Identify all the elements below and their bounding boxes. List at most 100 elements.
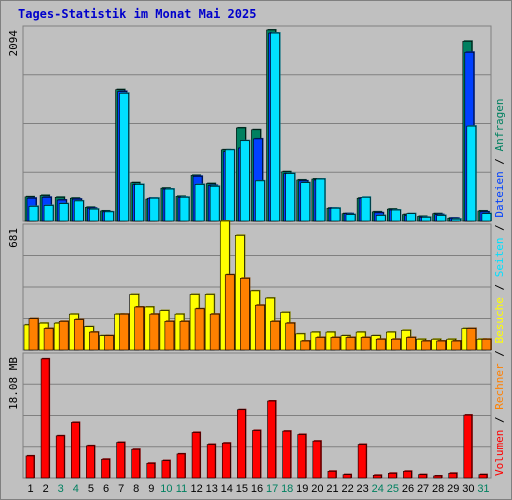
bar-volumen-day-28 [433, 475, 442, 479]
bar-seiten-day-30 [466, 125, 477, 222]
bar-seiten-day-3 [58, 203, 69, 222]
bar-volumen-day-2 [40, 358, 50, 479]
panel-besuche-rechner: 681 [7, 220, 492, 351]
bar-volumen-day-22 [342, 474, 352, 479]
bar-volumen-day-5 [86, 445, 95, 479]
day-label-2: 2 [43, 483, 49, 495]
bar-seiten-day-5 [89, 208, 99, 222]
bar-rechner-day-23 [360, 337, 371, 351]
bar-volumen-day-12 [191, 432, 201, 479]
bar-seiten-day-4 [73, 200, 84, 222]
bar-seiten-day-25 [391, 209, 401, 222]
day-label-15: 15 [236, 483, 248, 495]
bar-volumen-day-3 [55, 435, 65, 479]
bar-rechner-day-16 [255, 304, 265, 351]
bar-rechner-day-24 [375, 338, 386, 351]
bar-rechner-day-18 [285, 322, 295, 351]
day-label-5: 5 [88, 483, 94, 495]
bar-volumen-day-9 [146, 462, 156, 479]
bar-rechner-day-19 [300, 340, 311, 351]
bar-rechner-day-4 [73, 319, 84, 351]
day-label-19: 19 [296, 483, 308, 495]
max-label-besuche-rechner: 681 [7, 228, 20, 248]
right-legend: Volumen / Rechner / Besuche / Seiten / D… [493, 98, 506, 476]
bar-seiten-day-22 [345, 214, 356, 222]
bar-volumen-day-30 [463, 414, 473, 479]
bar-seiten-day-9 [149, 197, 160, 222]
bar-rechner-day-2 [43, 328, 54, 351]
day-label-26: 26 [402, 483, 414, 495]
bar-seiten-day-15 [240, 140, 250, 222]
legend-separator: / [493, 410, 506, 430]
bar-volumen-day-19 [297, 434, 307, 479]
bar-rechner-day-1 [28, 318, 39, 351]
max-label-volumen: 18.08 MB [7, 357, 20, 410]
bar-volumen-day-31 [478, 474, 488, 479]
day-label-6: 6 [103, 483, 109, 495]
day-label-28: 28 [432, 483, 444, 495]
day-label-25: 25 [387, 483, 399, 495]
legend-separator: / [493, 277, 506, 297]
day-label-23: 23 [357, 483, 369, 495]
day-label-11: 11 [176, 483, 187, 495]
bar-volumen-day-23 [357, 444, 367, 479]
day-label-9: 9 [148, 483, 154, 495]
bar-seiten-day-18 [285, 173, 295, 222]
bar-volumen-day-1 [25, 455, 35, 479]
bar-volumen-day-21 [327, 471, 337, 479]
legend-separator: / [493, 218, 506, 238]
day-label-3: 3 [58, 483, 64, 495]
panel-volumen: 18.08 MB [7, 352, 492, 479]
legend-besuche: Besuche [493, 297, 506, 343]
bar-rechner-day-22 [345, 337, 356, 351]
day-label-30: 30 [462, 483, 474, 495]
legend-volumen: Volumen [493, 430, 506, 476]
bar-volumen-day-20 [312, 440, 322, 479]
bar-volumen-day-8 [131, 448, 140, 479]
day-label-8: 8 [133, 483, 139, 495]
bar-rechner-day-15 [240, 278, 250, 351]
bar-rechner-day-26 [406, 337, 416, 351]
bar-rechner-day-25 [391, 338, 401, 351]
bar-seiten-day-26 [406, 213, 416, 222]
day-label-27: 27 [417, 483, 429, 495]
bar-rechner-day-8 [134, 306, 144, 351]
bar-rechner-day-30 [466, 328, 477, 351]
bar-rechner-day-3 [58, 321, 69, 351]
day-label-16: 16 [251, 483, 263, 495]
day-label-18: 18 [281, 483, 293, 495]
bar-volumen-day-4 [70, 422, 80, 479]
bar-seiten-day-17 [270, 32, 280, 222]
bar-volumen-day-18 [282, 430, 291, 479]
bar-seiten-day-16 [255, 180, 265, 222]
bar-volumen-day-7 [116, 442, 125, 479]
bar-rechner-day-5 [89, 331, 99, 351]
legend-anfragen: Anfragen [493, 98, 506, 151]
bar-volumen-day-26 [403, 471, 412, 479]
bar-rechner-day-17 [270, 321, 280, 351]
bar-seiten-day-1 [28, 206, 39, 222]
bar-seiten-day-12 [194, 184, 205, 222]
bar-volumen-day-27 [418, 474, 427, 479]
bar-seiten-day-20 [315, 178, 326, 222]
bar-seiten-day-2 [43, 205, 54, 222]
bar-seiten-day-14 [224, 149, 235, 222]
bar-seiten-day-6 [104, 211, 114, 222]
bar-volumen-day-17 [267, 400, 276, 479]
bar-seiten-day-19 [300, 182, 311, 222]
panel-anfragen-dateien-seiten: 2094 [7, 25, 492, 222]
day-label-31: 31 [477, 483, 489, 495]
bar-volumen-day-6 [101, 458, 110, 479]
bar-rechner-day-7 [119, 313, 129, 351]
bar-rechner-day-20 [315, 337, 326, 351]
legend-separator: / [493, 151, 506, 171]
bar-seiten-day-29 [451, 218, 462, 222]
bar-seiten-day-8 [134, 184, 144, 222]
bar-volumen-day-10 [161, 460, 171, 479]
bar-volumen-day-13 [206, 444, 216, 479]
bar-rechner-day-13 [209, 313, 220, 351]
bar-seiten-day-27 [421, 217, 431, 222]
day-label-24: 24 [372, 483, 384, 495]
bar-volumen-day-15 [237, 409, 246, 479]
